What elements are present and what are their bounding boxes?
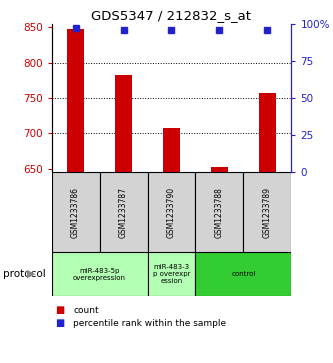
FancyBboxPatch shape <box>100 172 148 252</box>
FancyBboxPatch shape <box>52 252 148 296</box>
Bar <box>115 75 132 172</box>
Text: miR-483-3
p overexpr
ession: miR-483-3 p overexpr ession <box>153 264 190 284</box>
Bar <box>259 93 276 172</box>
FancyBboxPatch shape <box>148 172 195 252</box>
Text: count: count <box>73 306 99 315</box>
Text: GSM1233790: GSM1233790 <box>167 187 176 238</box>
Text: GSM1233789: GSM1233789 <box>263 187 272 238</box>
Text: percentile rank within the sample: percentile rank within the sample <box>73 319 226 327</box>
Bar <box>67 29 84 172</box>
Text: GSM1233788: GSM1233788 <box>215 187 224 238</box>
Title: GDS5347 / 212832_s_at: GDS5347 / 212832_s_at <box>92 9 251 23</box>
Text: ■: ■ <box>55 318 64 328</box>
Text: control: control <box>231 271 256 277</box>
Bar <box>211 167 228 172</box>
Text: protocol: protocol <box>3 269 46 279</box>
FancyBboxPatch shape <box>243 172 291 252</box>
Text: GSM1233787: GSM1233787 <box>119 187 128 238</box>
FancyBboxPatch shape <box>52 172 100 252</box>
Bar <box>163 128 180 172</box>
Text: GSM1233786: GSM1233786 <box>71 187 80 238</box>
Text: ■: ■ <box>55 305 64 315</box>
Text: ▶: ▶ <box>27 269 36 279</box>
FancyBboxPatch shape <box>195 252 291 296</box>
FancyBboxPatch shape <box>148 252 195 296</box>
Text: miR-483-5p
overexpression: miR-483-5p overexpression <box>73 268 126 281</box>
FancyBboxPatch shape <box>195 172 243 252</box>
